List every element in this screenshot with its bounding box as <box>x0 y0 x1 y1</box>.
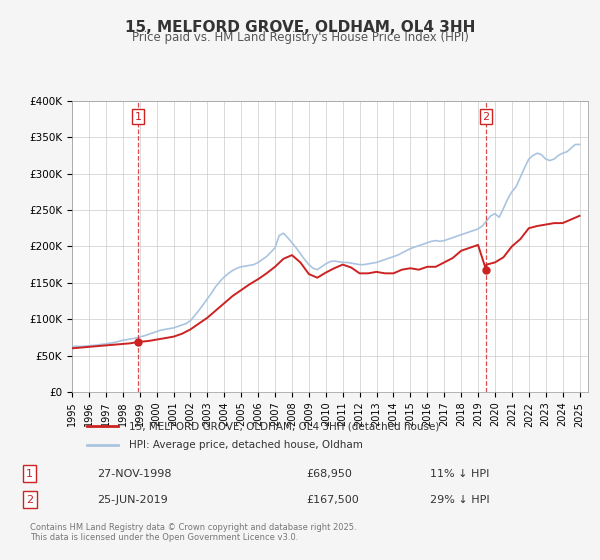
Text: 15, MELFORD GROVE, OLDHAM, OL4 3HH: 15, MELFORD GROVE, OLDHAM, OL4 3HH <box>125 20 475 35</box>
Text: 1: 1 <box>26 469 33 479</box>
Text: Contains HM Land Registry data © Crown copyright and database right 2025.
This d: Contains HM Land Registry data © Crown c… <box>29 522 356 542</box>
Text: 11% ↓ HPI: 11% ↓ HPI <box>430 469 490 479</box>
Text: Price paid vs. HM Land Registry's House Price Index (HPI): Price paid vs. HM Land Registry's House … <box>131 31 469 44</box>
Text: £68,950: £68,950 <box>306 469 352 479</box>
Text: HPI: Average price, detached house, Oldham: HPI: Average price, detached house, Oldh… <box>129 440 362 450</box>
Text: 29% ↓ HPI: 29% ↓ HPI <box>430 495 490 505</box>
Text: 2: 2 <box>482 112 490 122</box>
Text: 2: 2 <box>26 495 33 505</box>
Text: 15, MELFORD GROVE, OLDHAM, OL4 3HH (detached house): 15, MELFORD GROVE, OLDHAM, OL4 3HH (deta… <box>129 421 439 431</box>
Text: 1: 1 <box>134 112 142 122</box>
Text: 25-JUN-2019: 25-JUN-2019 <box>97 495 168 505</box>
Text: 27-NOV-1998: 27-NOV-1998 <box>97 469 172 479</box>
Text: £167,500: £167,500 <box>306 495 359 505</box>
